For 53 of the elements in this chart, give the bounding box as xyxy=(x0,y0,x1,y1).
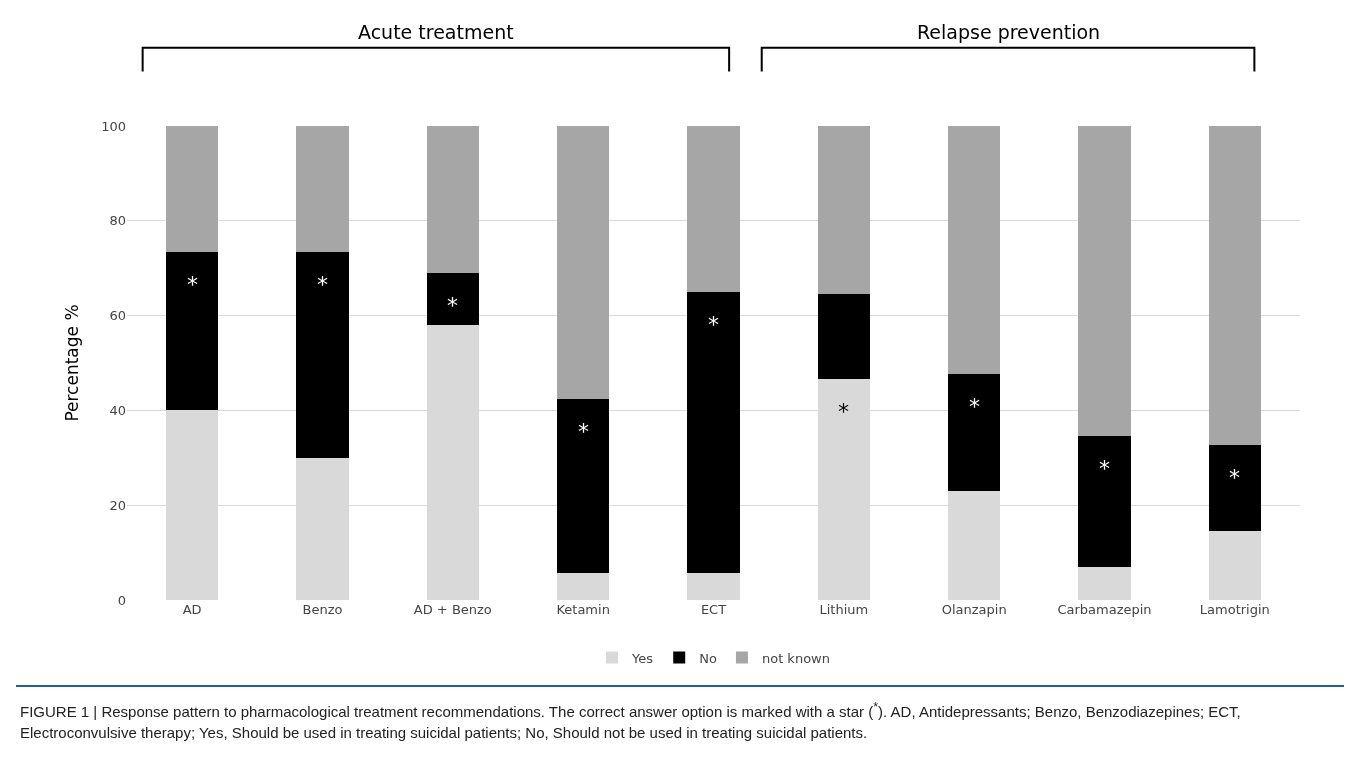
y-tick-label: 20 xyxy=(109,497,126,513)
annotation: * xyxy=(317,272,328,297)
bar xyxy=(166,251,219,411)
annotation: * xyxy=(578,419,589,444)
bar xyxy=(687,572,740,600)
annotation: * xyxy=(187,272,198,297)
x-tick-label: AD xyxy=(182,602,202,617)
bar xyxy=(166,126,219,252)
x-tick-label: AD + Benzo xyxy=(413,602,492,617)
bar xyxy=(1078,566,1131,600)
bar xyxy=(1078,126,1131,437)
legend-label: No xyxy=(699,650,717,666)
bar xyxy=(687,126,740,292)
bar xyxy=(1208,126,1261,445)
y-tick-label: 60 xyxy=(109,308,126,324)
y-tick-label: 100 xyxy=(101,118,126,134)
x-tick-label: Carbamazepin xyxy=(1057,602,1152,617)
bar xyxy=(948,126,1001,374)
bar xyxy=(296,126,349,252)
annotation: * xyxy=(447,293,458,318)
bar xyxy=(687,291,740,573)
bar xyxy=(1208,531,1261,600)
y-tick-label: 80 xyxy=(109,213,126,229)
annotation: * xyxy=(969,394,980,419)
x-tick-label: Lamotrigin xyxy=(1199,602,1270,617)
y-tick-label: 0 xyxy=(117,592,126,608)
bar xyxy=(817,294,870,380)
bar xyxy=(296,251,349,458)
annotation: * xyxy=(1099,456,1110,481)
annotation: * xyxy=(1229,465,1240,490)
caption: FIGURE 1 | Response pattern to pharmacological treatment recommendations. The correct answer option is marked with a star ($^{*}$). AD, Antidepressants; Benzo, Benzodiazepines; ECT, Electroconvulsive therapy; Yes, Should be used in treating suicidal patients; No, Should not be used in treating suicidal patients. xyxy=(16,685,1344,753)
bar xyxy=(948,373,1001,491)
bar xyxy=(426,272,479,326)
x-tick-label: Olanzapin xyxy=(941,602,1007,617)
legend-label: not known xyxy=(761,650,830,666)
bar xyxy=(817,126,870,295)
x-tick-label: ECT xyxy=(700,602,727,617)
text: Acute treatment xyxy=(358,21,514,43)
annotation: * xyxy=(708,312,719,337)
text: Relapse prevention xyxy=(917,21,1101,43)
x-tick-label: Lithium xyxy=(819,602,869,617)
y-tick-label: 40 xyxy=(109,402,126,418)
bar xyxy=(426,126,479,273)
bar xyxy=(557,398,610,573)
x-tick-label: Benzo xyxy=(302,602,343,617)
bar xyxy=(557,126,610,399)
bar xyxy=(557,572,610,600)
bar xyxy=(1078,436,1131,567)
legend-label: Yes xyxy=(631,650,654,666)
annotation: * xyxy=(838,399,849,424)
bar xyxy=(1208,444,1261,532)
y-axis-title: Percentage % xyxy=(61,304,82,422)
x-tick-label: Ketamin xyxy=(556,602,610,617)
